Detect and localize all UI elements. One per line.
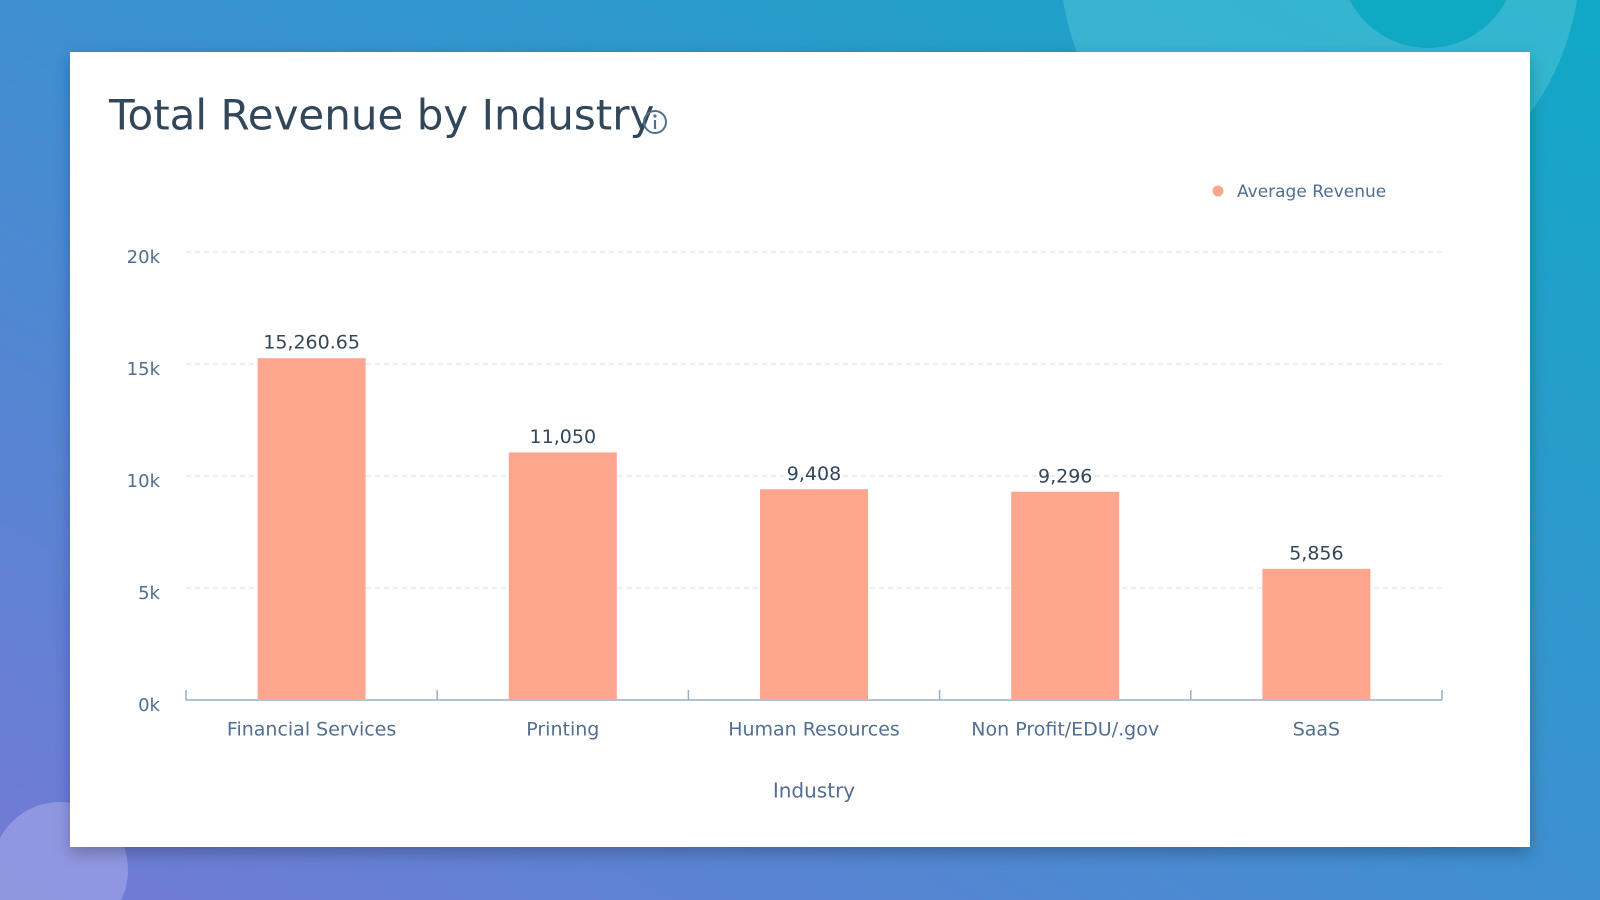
- value-label: 11,050: [530, 426, 596, 448]
- decor-circle: [1349, 0, 1507, 48]
- bar: [1262, 568, 1371, 700]
- y-tick-label: 10k: [127, 471, 161, 492]
- x-tick-label: Non Profit/EDU/.gov: [971, 719, 1159, 741]
- legend-marker: [1212, 185, 1224, 197]
- x-tick-label: Human Resources: [728, 719, 900, 741]
- y-tick-label: 20k: [127, 247, 161, 268]
- y-tick-label: 0k: [138, 695, 160, 716]
- x-tick-label: SaaS: [1293, 719, 1340, 741]
- x-tick-label: Financial Services: [227, 719, 396, 741]
- x-axis-title: Industry: [773, 779, 855, 803]
- bar: [759, 489, 869, 700]
- bar: [508, 452, 617, 700]
- chart-title: Total Revenue by Industry: [108, 91, 654, 140]
- legend-label[interactable]: Average Revenue: [1237, 182, 1386, 202]
- value-label: 5,856: [1289, 542, 1343, 564]
- value-label: 9,408: [787, 463, 841, 485]
- info-icon[interactable]: [643, 110, 667, 134]
- x-tick-label: Printing: [526, 719, 599, 741]
- bar: [257, 358, 366, 700]
- value-label: 15,260.65: [263, 332, 360, 354]
- value-label: 9,296: [1038, 465, 1092, 487]
- y-tick-label: 5k: [138, 583, 160, 604]
- y-tick-label: 15k: [127, 359, 161, 380]
- bar: [1011, 491, 1120, 700]
